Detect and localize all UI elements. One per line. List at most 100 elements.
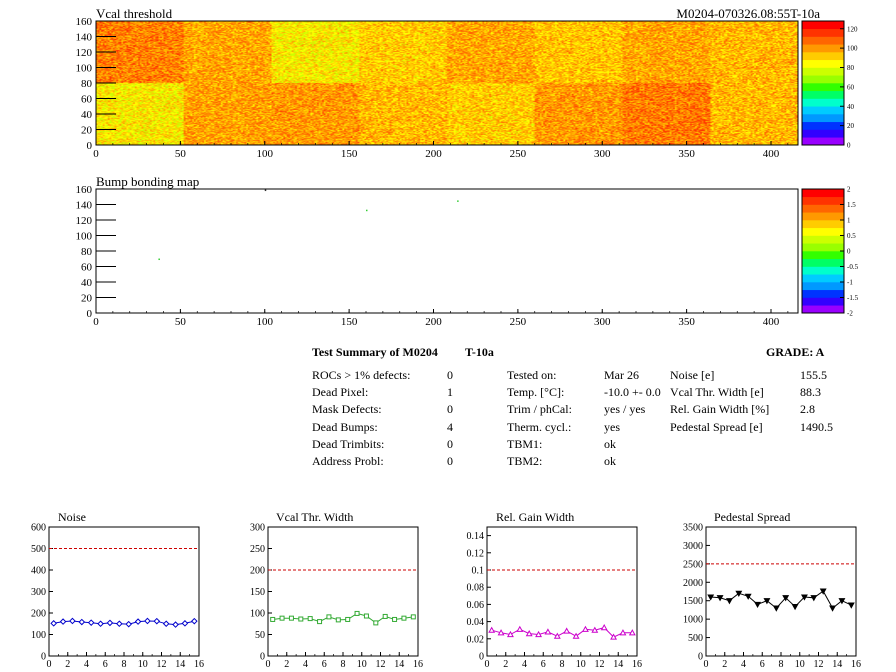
y-tick-label-3: 60 [81, 262, 93, 274]
y-tick-label-5: 100 [76, 231, 93, 243]
defect-value-2: 0 [447, 402, 453, 417]
vcal-threshold-map: Vcal threshold 0 50 100 150 200 250 300 350 4000… [76, 6, 859, 160]
x-tick-label-8: 16 [632, 659, 642, 670]
colorbar-tick-label-1: 20 [847, 122, 855, 130]
data-point-0 [707, 594, 715, 601]
data-point-14 [181, 620, 189, 627]
series-line [272, 612, 414, 624]
y-tick-label-3: 300 [31, 587, 46, 598]
y-tick-label-4: 80 [81, 246, 93, 258]
x-tick-label-6: 300 [594, 148, 611, 160]
performance-label-1: Vcal Thr. Width [e] [670, 385, 764, 400]
data-point-10 [144, 617, 151, 625]
colorbar-segment-6 [802, 90, 844, 99]
y-tick-label-6: 120 [76, 47, 93, 59]
performance-label-2: Rel. Gain Width [%] [670, 402, 770, 417]
data-point-7 [116, 620, 123, 628]
test-condition-label-3: Therm. cycl.: [507, 419, 572, 434]
performance-label-0: Noise [e] [670, 368, 715, 382]
data-point-5 [317, 619, 323, 625]
x-tick-label-0: 0 [485, 659, 490, 670]
defect-value-3: 4 [447, 419, 453, 434]
y-tick-label-0: 0 [87, 140, 93, 152]
x-tick-label-4: 8 [122, 659, 127, 670]
x-tick-label-3: 6 [103, 659, 108, 670]
y-tick-label-0: 0 [479, 652, 484, 663]
y-tick-label-2: 100 [250, 609, 265, 620]
data-point-12 [382, 613, 388, 619]
y-tick-label-3: 150 [250, 587, 265, 598]
colorbar-tick-label-2: 40 [847, 103, 855, 111]
data-point-3 [516, 625, 524, 632]
y-tick-label-1: 20 [81, 125, 93, 137]
data-point-7 [335, 617, 341, 623]
x-tick-label-0: 0 [47, 659, 52, 670]
y-tick-label-0: 0 [260, 652, 265, 663]
vcal-threshold-title: Vcal threshold [96, 6, 173, 21]
x-tick-label-2: 4 [522, 659, 527, 670]
data-point-4 [87, 619, 95, 626]
colorbar-segment-10 [802, 227, 844, 236]
colorbar-tick-label-7: 1.5 [847, 201, 856, 209]
test-condition-label-2: Trim / phCal: [507, 402, 572, 417]
performance-value-3: 1490.5 [800, 419, 833, 434]
x-tick-label-0: 0 [93, 316, 99, 328]
y-tick-label-5: 500 [31, 544, 46, 555]
data-point-8 [782, 595, 790, 602]
data-point-13 [829, 605, 837, 612]
x-tick-label-6: 12 [376, 659, 386, 670]
y-tick-label-2: 200 [31, 609, 46, 620]
x-tick-label-7: 14 [175, 659, 185, 670]
bump-map-background [96, 189, 798, 313]
colorbar-segment-11 [802, 220, 844, 229]
dead-bump-1 [264, 189, 267, 192]
test-condition-label-1: Temp. [°C]: [507, 385, 565, 400]
data-point-7 [553, 632, 561, 639]
x-tick-label-6: 12 [157, 659, 167, 670]
data-point-7 [772, 605, 780, 612]
data-point-6 [106, 619, 114, 627]
vcal-threshold-pixels [96, 21, 798, 145]
x-tick-label-5: 10 [357, 659, 367, 670]
colorbar-tick-label-8: 2 [847, 186, 851, 194]
y-tick-label-7: 140 [76, 200, 93, 212]
module-id-label: M0204-070326.08:55T-10a [676, 6, 820, 21]
y-tick-label-5: 100 [76, 63, 93, 75]
test-condition-label-5: TBM2: [507, 454, 543, 468]
data-point-15 [847, 602, 855, 609]
data-point-9 [134, 618, 142, 625]
x-tick-label-5: 10 [138, 659, 148, 670]
x-tick-label-1: 2 [65, 659, 70, 670]
y-tick-label-1: 50 [255, 630, 265, 641]
x-tick-label-2: 4 [303, 659, 308, 670]
x-tick-label-1: 2 [503, 659, 508, 670]
colorbar-segment-2 [802, 121, 844, 130]
data-point-12 [162, 620, 170, 628]
plot-frame [267, 526, 419, 657]
data-point-10 [363, 613, 369, 619]
noise-plot-title: Noise [58, 510, 86, 524]
x-tick-label-1: 2 [284, 659, 289, 670]
data-point-8 [125, 620, 132, 628]
y-tick-label-6: 600 [31, 523, 46, 534]
x-tick-label-6: 12 [814, 659, 824, 670]
colorbar-segment-3 [802, 282, 844, 291]
x-tick-label-0: 0 [266, 659, 271, 670]
y-tick-label-4: 2000 [683, 578, 703, 589]
vcal-thr-width-title: Vcal Thr. Width [276, 510, 353, 524]
data-point-5 [535, 630, 543, 638]
data-point-12 [819, 588, 827, 595]
data-point-14 [401, 615, 407, 621]
performance-value-0: 155.5 [800, 368, 827, 382]
data-point-11 [591, 626, 599, 633]
data-point-14 [619, 629, 627, 636]
x-tick-label-4: 8 [341, 659, 346, 670]
y-tick-label-1: 100 [31, 630, 46, 641]
defect-label-0: ROCs > 1% defects: [312, 368, 411, 382]
y-tick-label-6: 120 [76, 215, 93, 227]
data-point-2 [288, 615, 294, 621]
vcal-thr-width-plot: Vcal Thr. Width 0 2 4 6 8 10 12 14 16 0 50 100 150 20… [250, 510, 423, 670]
x-tick-label-2: 4 [84, 659, 89, 670]
colorbar-segment-9 [802, 67, 844, 76]
data-point-1 [716, 595, 724, 602]
